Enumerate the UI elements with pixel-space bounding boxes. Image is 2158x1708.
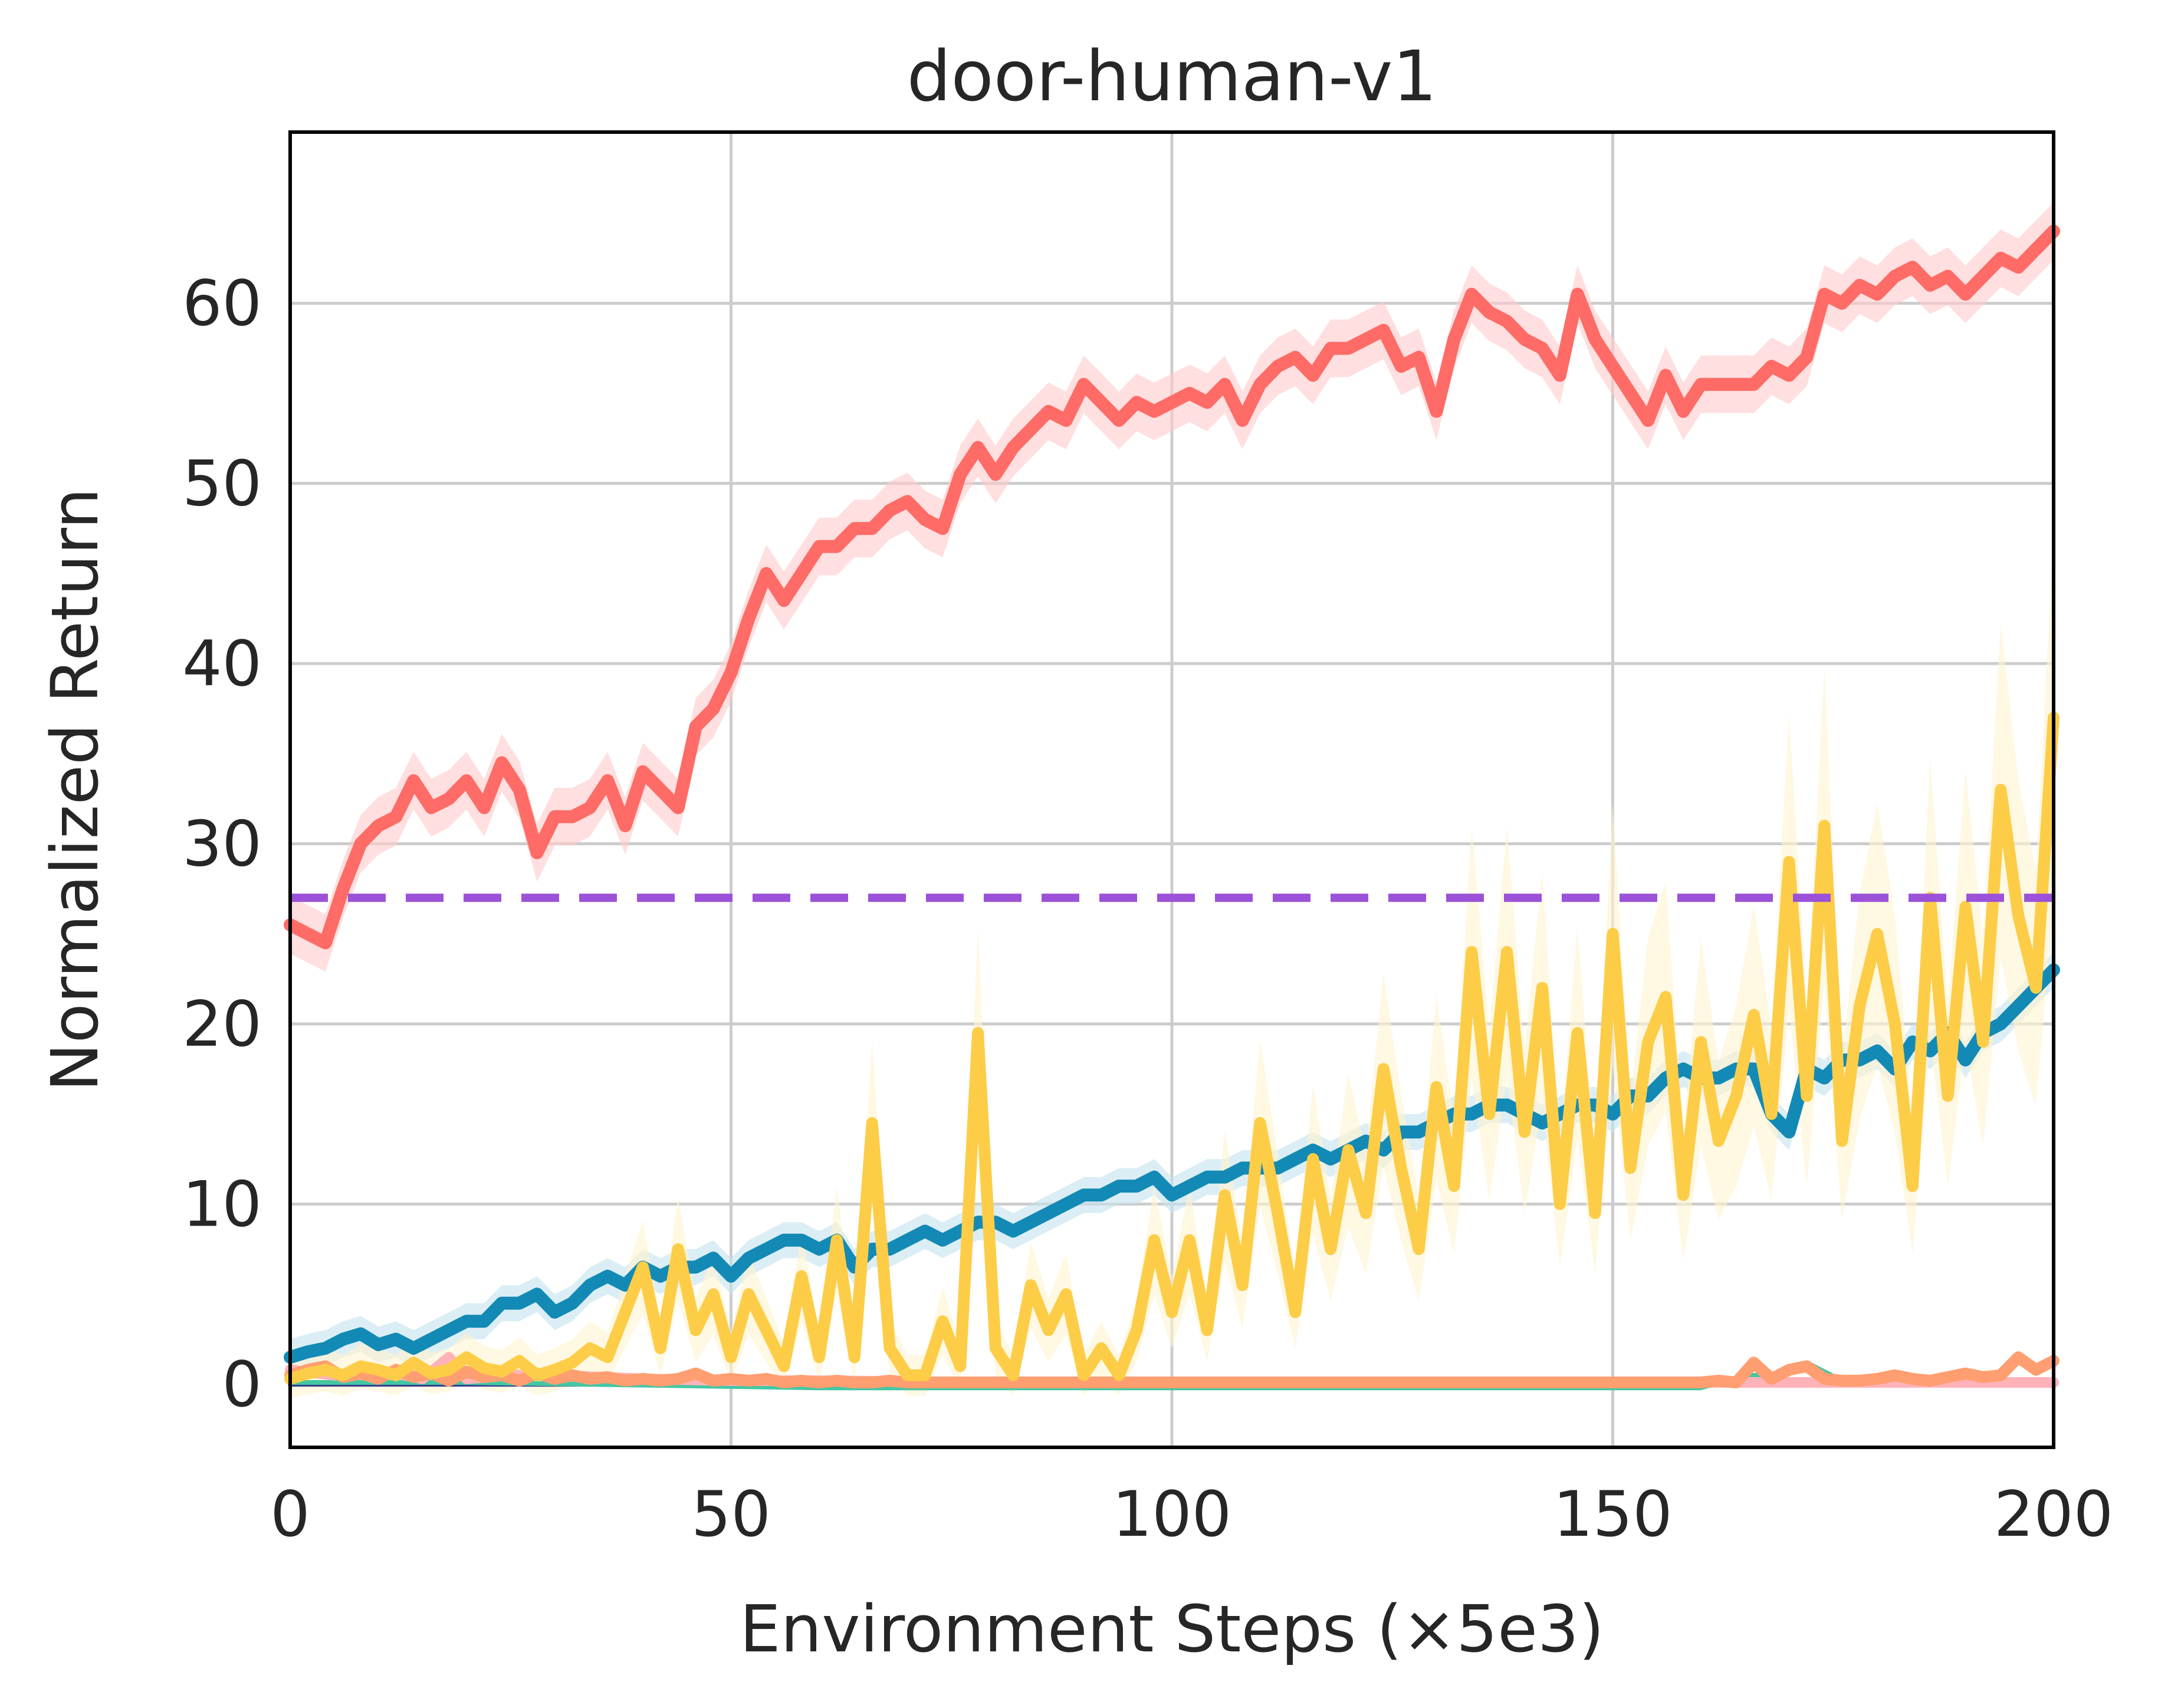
grid	[288, 132, 2055, 1447]
series-band	[290, 202, 2054, 972]
plot-frame	[288, 130, 2055, 1449]
series-lines	[284, 225, 2060, 1391]
y-tick-label: 50	[182, 448, 262, 520]
x-tick-label: 150	[1553, 1478, 1672, 1551]
series-line	[284, 963, 2060, 1364]
series-line	[284, 225, 2060, 950]
y-tick-label: 10	[182, 1168, 262, 1241]
y-tick-label: 20	[182, 988, 262, 1060]
y-axis-label: Normalized Return	[37, 488, 113, 1092]
series-line	[284, 1351, 2060, 1388]
x-ticks: 0 50 100 150 200	[270, 1478, 2113, 1551]
x-tick-label: 200	[1994, 1478, 2113, 1551]
chart-title: door-human-v1	[907, 35, 1437, 117]
x-tick-label: 100	[1112, 1478, 1231, 1551]
x-tick-label: 0	[270, 1478, 310, 1551]
y-tick-label: 30	[182, 808, 262, 881]
y-tick-label: 0	[222, 1348, 262, 1421]
x-tick-label: 50	[691, 1478, 771, 1551]
y-ticks: 0 10 20 30 40 50 60	[182, 267, 262, 1421]
y-tick-label: 40	[182, 628, 262, 700]
series-band	[290, 533, 2054, 1398]
series-line	[284, 711, 2060, 1385]
y-tick-label: 60	[182, 267, 262, 340]
x-axis-label: Environment Steps (×5e3)	[740, 1591, 1604, 1667]
